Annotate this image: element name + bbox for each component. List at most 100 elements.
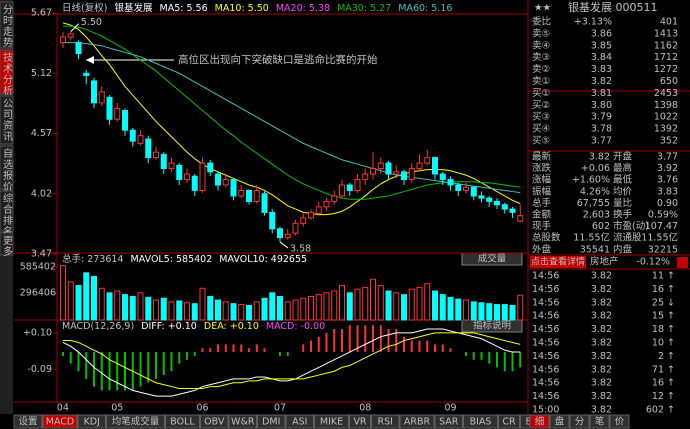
volume-bar	[98, 287, 105, 321]
volume-button-label[interactable]: 成交量	[478, 253, 507, 265]
candle-body	[176, 164, 183, 181]
indicator-tab[interactable]	[285, 414, 314, 429]
sidebar-tab-label[interactable]: 自选报价	[1, 147, 13, 192]
sidebar-tab[interactable]	[0, 49, 14, 95]
indicator-tab-label[interactable]: SAR	[439, 417, 459, 428]
tick-price: 3.82	[591, 364, 612, 375]
sidebar-tab[interactable]	[0, 190, 14, 232]
sidebar-tab-label[interactable]: 技术分析	[1, 51, 13, 96]
indicator-tab[interactable]	[463, 414, 498, 429]
indicator-tab-label[interactable]: KDJ	[84, 417, 100, 428]
annotation: 高位区出现向下突破缺口是逃命比赛的开始	[86, 53, 378, 66]
candle-body	[122, 109, 128, 131]
indicator-tab[interactable]	[13, 414, 43, 429]
ma-line	[63, 42, 521, 194]
volume-bar	[230, 303, 237, 321]
indicator-tab[interactable]	[228, 414, 257, 429]
indicator-tab-label[interactable]: RSI	[378, 417, 393, 428]
candle-body	[517, 215, 524, 222]
indicator-tab-label[interactable]: OBV	[204, 417, 225, 428]
sidebar-tab-label[interactable]: 更多	[1, 235, 13, 257]
sidebar-tab[interactable]	[0, 232, 14, 256]
stat-value: +0.06	[581, 163, 610, 174]
indicator-tab[interactable]	[200, 414, 229, 429]
quote-tab-label[interactable]: 价	[615, 417, 625, 428]
tick-volume: 15	[652, 311, 664, 322]
volume-bar	[199, 287, 206, 321]
indicator-button-label[interactable]: 指标说明	[473, 320, 511, 332]
indicator-tab[interactable]	[498, 414, 520, 429]
quote-tab[interactable]	[609, 414, 630, 429]
indicator-tab-label[interactable]: CR	[502, 417, 516, 428]
candle-body	[300, 217, 307, 224]
indicator-tab-label[interactable]: ARBR	[404, 417, 431, 428]
sidebar-tab-label[interactable]: 分时走势	[1, 4, 13, 48]
indicator-tab-label[interactable]: VR	[353, 417, 366, 428]
candle-body	[463, 186, 469, 191]
detail-button-label[interactable]: 点击查看详情	[531, 256, 585, 268]
indicator-tab-label[interactable]: BIAS	[470, 417, 492, 428]
volume-bar	[184, 302, 190, 321]
tick-direction: ↑	[667, 351, 675, 362]
indicator-tab[interactable]	[165, 414, 200, 429]
x-tick-label: 08	[359, 403, 371, 414]
candle-body	[191, 175, 198, 191]
sidebar-tab[interactable]	[0, 1, 14, 49]
quote-tab[interactable]	[569, 414, 590, 429]
indicator-tab-label[interactable]: MACD	[46, 417, 74, 428]
stat-value: 3.76	[657, 175, 678, 186]
stat-value: 35541	[580, 244, 610, 255]
indicator-tab[interactable]	[371, 414, 400, 429]
indicator-tab[interactable]	[399, 414, 435, 429]
candle-body	[408, 168, 415, 181]
indicator-tab-label[interactable]: MIKE	[320, 417, 343, 428]
quote-tab[interactable]	[589, 414, 610, 429]
macd-params: MACD(12,26,9)	[62, 321, 134, 332]
stat-label: 外盘	[532, 243, 552, 255]
sidebar-tab[interactable]	[0, 95, 14, 145]
indicator-tab-label[interactable]: ASI	[292, 417, 307, 428]
indicator-tab-label[interactable]: DMI	[262, 417, 280, 428]
indicator-tab[interactable]	[77, 414, 106, 429]
candle-body	[253, 189, 260, 202]
stat-label: 最低	[613, 174, 633, 186]
indicator-tab[interactable]	[434, 414, 463, 429]
indicator-tab-label[interactable]: BOLL	[170, 417, 195, 428]
indicator-tab[interactable]	[314, 414, 349, 429]
tick-price: 3.82	[591, 297, 612, 308]
indicator-tab[interactable]	[257, 414, 286, 429]
book-label: 卖②	[532, 64, 550, 75]
sidebar-tab-label[interactable]: 公司资讯	[1, 98, 13, 142]
indicator-tab[interactable]	[106, 414, 165, 429]
candle-body	[238, 189, 245, 197]
quote-tab-label[interactable]: 分	[575, 417, 585, 428]
book-price: 3.84	[591, 52, 612, 63]
stat-label: 最高	[613, 162, 632, 174]
indicator-tab[interactable]	[42, 414, 78, 429]
volume-bar	[478, 302, 485, 321]
volume-bar	[308, 295, 314, 321]
sector-toggle[interactable]	[677, 257, 688, 268]
sidebar-tab[interactable]	[0, 145, 14, 190]
sidebar-tab-label[interactable]: 综合排名	[1, 192, 13, 237]
tick-price: 3.82	[591, 284, 612, 295]
quote-tab[interactable]	[549, 414, 570, 429]
quote-tab-label[interactable]: 盘	[555, 416, 565, 428]
tick-price: 3.82	[591, 351, 612, 362]
candle-body	[277, 228, 283, 239]
quote-tab-label[interactable]: 笔	[595, 416, 605, 428]
quote-tab-label[interactable]: 细	[535, 416, 545, 428]
candle-body	[292, 222, 299, 234]
candle-body	[284, 233, 291, 239]
detail-button[interactable]	[530, 256, 586, 268]
indicator-tab-label[interactable]: 均笔成交量	[112, 416, 160, 428]
indicator-tab-label[interactable]: W&R	[231, 417, 255, 428]
low-leader	[279, 241, 289, 249]
indicator-tab-label[interactable]: 设置	[18, 417, 37, 428]
quote-tab[interactable]	[529, 414, 550, 429]
volume-bar	[246, 305, 252, 321]
book-volume: 352	[660, 136, 678, 147]
volume-bar	[269, 292, 276, 321]
book-price: 3.80	[591, 100, 612, 111]
indicator-tab[interactable]	[349, 414, 371, 429]
